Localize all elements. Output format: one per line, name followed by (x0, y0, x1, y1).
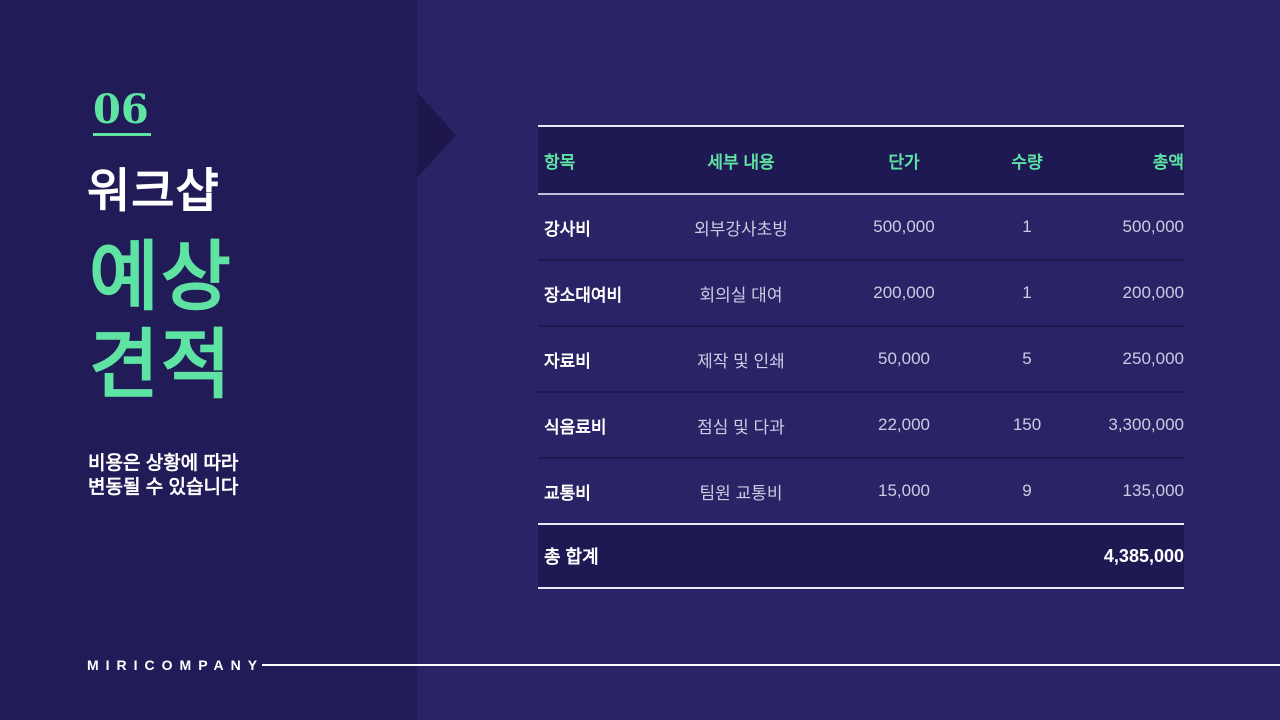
row-total: 200,000 (1122, 283, 1184, 302)
row-total: 3,300,000 (1108, 415, 1184, 434)
section-number: 06 (93, 90, 151, 136)
row-item: 자료비 (544, 351, 591, 371)
row-total: 250,000 (1122, 349, 1184, 368)
row-qty: 1 (1022, 283, 1032, 302)
column-header-total: 총액 (1152, 152, 1184, 172)
row-unit-price: 15,000 (878, 481, 930, 500)
slide-title-expected: 예상 (89, 235, 233, 320)
table-row: 강사비 외부강사초빙 500,000 1 500,000 (538, 195, 1184, 261)
subtitle-line-1: 비용은 상황에 따라 (88, 453, 239, 474)
column-header-item: 항목 (544, 152, 576, 172)
row-detail: 팀원 교통비 (699, 483, 783, 503)
budget-table: 항목 세부 내용 단가 수량 총액 강사비 외부강사초빙 500,000 1 5… (538, 125, 1184, 589)
row-unit-price: 200,000 (873, 283, 935, 302)
table-header-row: 항목 세부 내용 단가 수량 총액 (538, 125, 1184, 195)
row-item: 장소대여비 (544, 285, 623, 305)
row-qty: 9 (1022, 481, 1032, 500)
row-total: 135,000 (1122, 481, 1184, 500)
subtitle-line-2: 변동될 수 있습니다 (88, 477, 239, 498)
column-header-detail: 세부 내용 (707, 152, 775, 172)
row-detail: 회의실 대여 (699, 285, 783, 305)
row-qty: 5 (1022, 349, 1032, 368)
row-unit-price: 50,000 (878, 349, 930, 368)
slide-title-workshop: 워크샵 (87, 164, 220, 217)
table-row: 교통비 팀원 교통비 15,000 9 135,000 (538, 459, 1184, 523)
row-qty: 1 (1022, 217, 1032, 236)
row-detail: 점심 및 다과 (697, 417, 785, 437)
table-row: 식음료비 점심 및 다과 22,000 150 3,300,000 (538, 393, 1184, 459)
table-total-row: 총 합계 4,385,000 (538, 523, 1184, 589)
row-unit-price: 500,000 (873, 217, 935, 236)
slide-title-estimate: 견적 (89, 323, 233, 408)
table-row: 장소대여비 회의실 대여 200,000 1 200,000 (538, 261, 1184, 327)
total-value: 4,385,000 (1103, 545, 1184, 566)
left-panel (0, 0, 417, 720)
chevron-right-shape (417, 92, 456, 178)
row-item: 강사비 (544, 219, 591, 239)
footer-brand: MIRICOMPANY (87, 657, 265, 673)
footer-divider-line (262, 664, 1280, 666)
row-unit-price: 22,000 (878, 415, 930, 434)
row-item: 교통비 (544, 483, 591, 503)
column-header-unit-price: 단가 (888, 152, 920, 172)
row-detail: 제작 및 인쇄 (697, 351, 785, 371)
row-item: 식음료비 (544, 417, 607, 437)
row-qty: 150 (1012, 415, 1042, 434)
row-detail: 외부강사초빙 (694, 219, 788, 239)
total-label: 총 합계 (544, 547, 599, 567)
slide-subtitle: 비용은 상황에 따라 변동될 수 있습니다 (88, 452, 238, 500)
column-header-qty: 수량 (1011, 152, 1043, 172)
row-total: 500,000 (1122, 217, 1184, 236)
table-row: 자료비 제작 및 인쇄 50,000 5 250,000 (538, 327, 1184, 393)
